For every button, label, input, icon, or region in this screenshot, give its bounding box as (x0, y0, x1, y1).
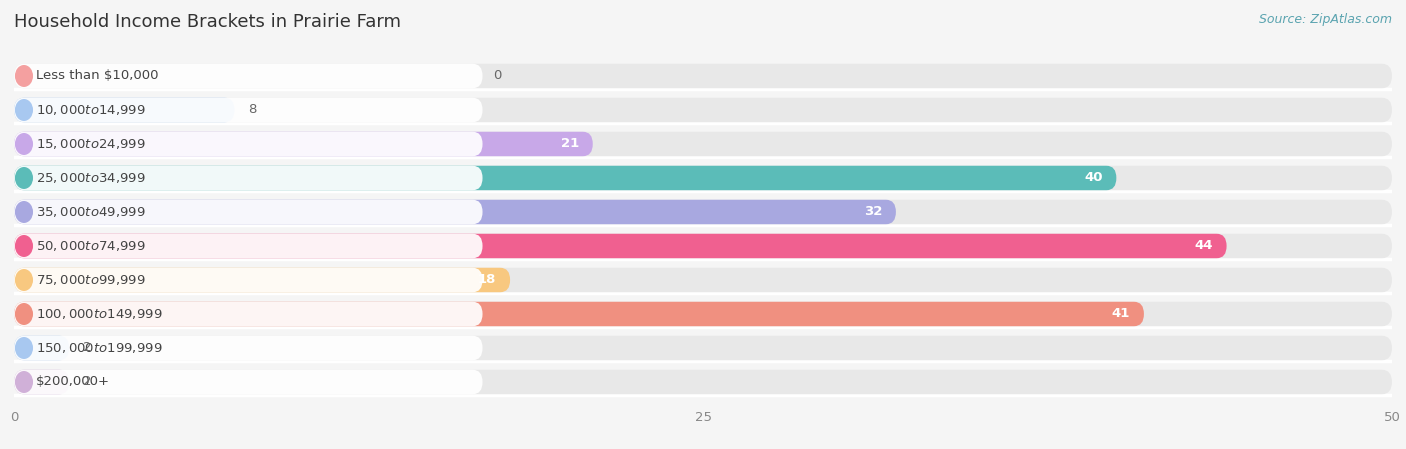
Text: $25,000 to $34,999: $25,000 to $34,999 (37, 171, 146, 185)
FancyBboxPatch shape (14, 302, 1144, 326)
Text: $35,000 to $49,999: $35,000 to $49,999 (37, 205, 146, 219)
FancyBboxPatch shape (14, 268, 1392, 292)
FancyBboxPatch shape (14, 370, 1392, 394)
Text: 41: 41 (1112, 308, 1130, 321)
Text: Household Income Brackets in Prairie Farm: Household Income Brackets in Prairie Far… (14, 13, 401, 31)
Text: 8: 8 (249, 103, 257, 116)
FancyBboxPatch shape (14, 234, 1392, 258)
Text: 2: 2 (83, 342, 91, 355)
FancyBboxPatch shape (14, 98, 482, 122)
Text: 32: 32 (863, 206, 882, 219)
FancyBboxPatch shape (14, 302, 1392, 326)
FancyBboxPatch shape (14, 370, 482, 394)
Circle shape (15, 202, 32, 222)
Text: $200,000+: $200,000+ (37, 375, 110, 388)
Circle shape (15, 66, 32, 86)
Text: 2: 2 (83, 375, 91, 388)
Text: Source: ZipAtlas.com: Source: ZipAtlas.com (1258, 13, 1392, 26)
Text: $150,000 to $199,999: $150,000 to $199,999 (37, 341, 163, 355)
FancyBboxPatch shape (14, 336, 482, 360)
FancyBboxPatch shape (14, 336, 69, 360)
FancyBboxPatch shape (14, 166, 1392, 190)
FancyBboxPatch shape (14, 268, 510, 292)
Text: 40: 40 (1084, 172, 1102, 185)
Circle shape (15, 270, 32, 290)
Text: $50,000 to $74,999: $50,000 to $74,999 (37, 239, 146, 253)
FancyBboxPatch shape (14, 200, 1392, 224)
Text: $15,000 to $24,999: $15,000 to $24,999 (37, 137, 146, 151)
FancyBboxPatch shape (14, 132, 593, 156)
Text: Less than $10,000: Less than $10,000 (37, 70, 159, 83)
Circle shape (15, 236, 32, 256)
Text: 44: 44 (1194, 239, 1213, 252)
FancyBboxPatch shape (14, 200, 896, 224)
FancyBboxPatch shape (14, 268, 482, 292)
Circle shape (15, 134, 32, 154)
FancyBboxPatch shape (14, 166, 1116, 190)
FancyBboxPatch shape (14, 200, 482, 224)
FancyBboxPatch shape (14, 132, 1392, 156)
Circle shape (15, 372, 32, 392)
FancyBboxPatch shape (14, 98, 235, 122)
FancyBboxPatch shape (14, 64, 482, 88)
Text: $100,000 to $149,999: $100,000 to $149,999 (37, 307, 163, 321)
Circle shape (15, 338, 32, 358)
FancyBboxPatch shape (14, 132, 482, 156)
FancyBboxPatch shape (14, 370, 69, 394)
Circle shape (15, 304, 32, 324)
Circle shape (15, 168, 32, 188)
Text: $10,000 to $14,999: $10,000 to $14,999 (37, 103, 146, 117)
FancyBboxPatch shape (14, 302, 482, 326)
Text: 18: 18 (478, 273, 496, 286)
Text: 21: 21 (561, 137, 579, 150)
Text: 0: 0 (494, 70, 502, 83)
FancyBboxPatch shape (14, 336, 1392, 360)
FancyBboxPatch shape (14, 98, 1392, 122)
FancyBboxPatch shape (14, 234, 1226, 258)
FancyBboxPatch shape (14, 166, 482, 190)
FancyBboxPatch shape (14, 234, 482, 258)
FancyBboxPatch shape (14, 64, 1392, 88)
Circle shape (15, 100, 32, 120)
Text: $75,000 to $99,999: $75,000 to $99,999 (37, 273, 146, 287)
